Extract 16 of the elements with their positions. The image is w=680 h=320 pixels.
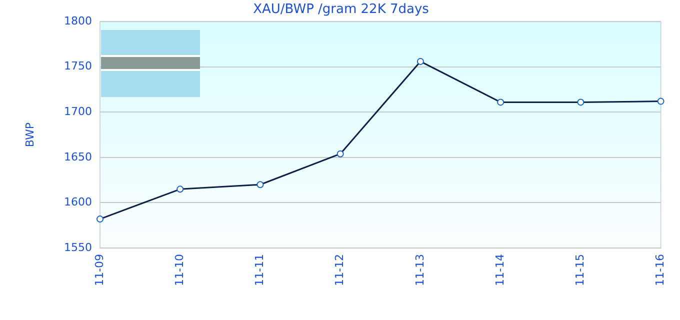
y-tick-label: 1650 [64,150,92,164]
x-tick-label: 11-11 [253,254,266,286]
y-tick-label: 1550 [64,240,92,254]
y-tick-label: 1600 [64,196,92,209]
x-tick-label: 11-09 [92,254,106,286]
x-tick-label: 11-15 [574,254,587,286]
x-tick-label: 11-14 [493,254,506,286]
x-tick-label: 11-13 [413,254,426,286]
chart-title: XAU/BWP /gram 22K 7days [253,2,430,18]
x-tick-label: 11-12 [333,254,346,286]
y-axis-title: BWP [23,122,36,148]
x-tick-label: 11-16 [654,254,667,286]
y-tick-label: 1800 [64,14,92,28]
y-tick-label: 1750 [64,60,92,73]
y-tick-label: 1700 [64,105,92,118]
x-tick-label: 11-10 [172,254,186,286]
